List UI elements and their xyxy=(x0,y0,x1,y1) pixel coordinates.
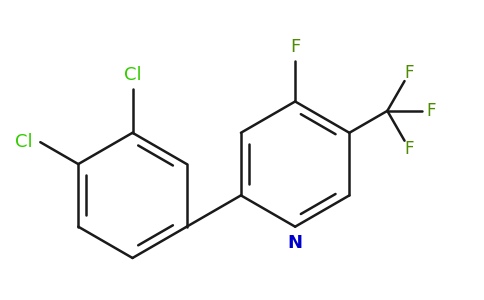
Text: Cl: Cl xyxy=(15,133,33,151)
Text: F: F xyxy=(426,102,436,120)
Text: F: F xyxy=(405,140,414,158)
Text: F: F xyxy=(290,38,300,56)
Text: Cl: Cl xyxy=(124,66,141,84)
Text: N: N xyxy=(287,234,302,252)
Text: F: F xyxy=(405,64,414,82)
